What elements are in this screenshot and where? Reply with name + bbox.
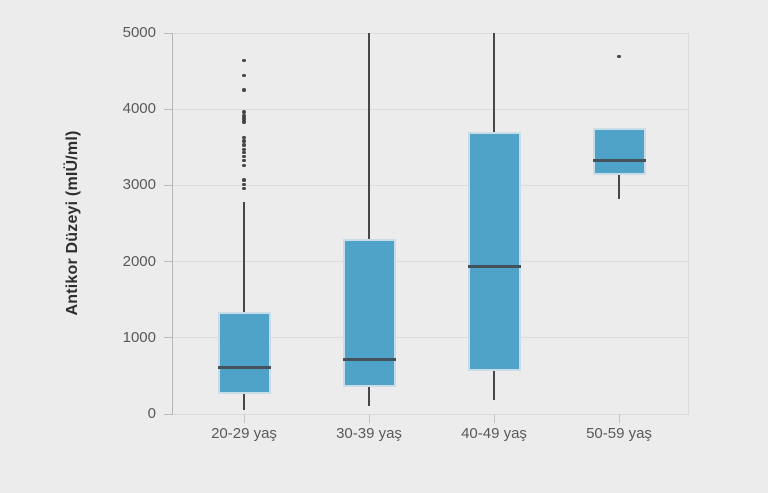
x-tick-mark (369, 414, 370, 423)
x-tick-label: 50-59 yaş (586, 425, 652, 442)
gridline-3000 (172, 184, 688, 186)
outlier-dot (242, 114, 246, 118)
x-tick-label: 30-39 yaş (336, 425, 402, 442)
outlier-dot (242, 182, 246, 187)
x-tick-mark (244, 414, 245, 423)
median-line (467, 265, 521, 269)
gridline-4000 (172, 108, 688, 110)
outlier-dot (242, 110, 246, 114)
x-tick-label: 40-49 yaş (461, 425, 527, 442)
x-tick-mark (494, 414, 495, 423)
median-line (342, 357, 396, 361)
outlier-dot (242, 186, 246, 191)
plot-area (172, 32, 688, 415)
gridline-0 (172, 413, 688, 415)
median-line (592, 158, 646, 162)
gridline-2000 (172, 261, 688, 263)
y-tick-mark-5000 (164, 32, 172, 34)
box (217, 311, 271, 395)
median-line (217, 366, 271, 370)
outlier-dot (242, 88, 246, 92)
outlier-dot (242, 139, 246, 143)
outlier-dot (242, 150, 246, 155)
whisker (243, 202, 245, 411)
y-tick-mark-1000 (164, 337, 172, 339)
outlier-dot (242, 120, 246, 124)
x-tick-mark (619, 414, 620, 423)
outlier-dot (242, 163, 246, 168)
whisker (368, 33, 370, 407)
outlier-dot (242, 135, 246, 140)
box (467, 132, 521, 372)
y-axis-title-text: Antikor Düzeyi (mIÜ/ml) (64, 130, 81, 316)
outlier-dot (242, 143, 246, 147)
y-tick-label-1000: 1000 (122, 328, 156, 346)
box (592, 128, 646, 176)
y-tick-label-5000: 5000 (122, 24, 156, 41)
outlier-dot (242, 147, 246, 152)
gridline-1000 (172, 337, 688, 339)
y-tick-mark-0 (164, 413, 172, 415)
outlier-dot (242, 73, 246, 78)
y-tick-label-4000: 4000 (122, 100, 156, 118)
y-axis-line (172, 33, 173, 415)
y-tick-mark-3000 (164, 184, 172, 186)
y-tick-label-0: 0 (147, 405, 156, 422)
outlier-dot (242, 178, 246, 182)
gridline-5000 (172, 32, 688, 34)
y-tick-mark-2000 (164, 261, 172, 263)
outlier-dot (242, 154, 246, 159)
y-tick-label-3000: 3000 (122, 176, 156, 194)
plot-right-border (688, 33, 689, 415)
x-tick-label: 20-29 yaş (211, 425, 277, 442)
outlier-dot (617, 54, 621, 59)
outlier-dot (242, 117, 246, 121)
box (342, 238, 396, 388)
y-tick-label-2000: 2000 (122, 252, 156, 270)
outlier-dot (242, 58, 246, 63)
outlier-dot (242, 158, 246, 162)
y-tick-mark-4000 (164, 108, 172, 110)
